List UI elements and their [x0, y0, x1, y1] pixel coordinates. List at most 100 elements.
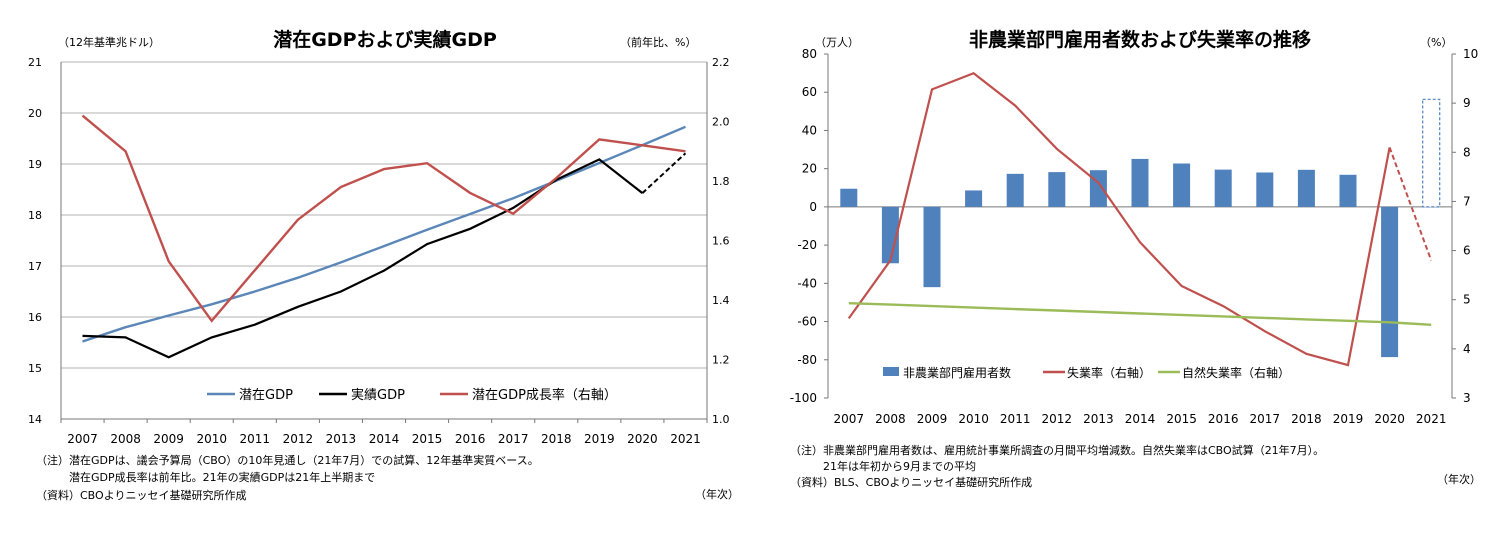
chart2-legend-swatch-bar: [883, 367, 899, 376]
chart1-left-tick-label: 16: [28, 311, 42, 324]
chart1-left-tick-label: 18: [28, 209, 42, 222]
chart1-x-tick-label: 2017: [498, 432, 529, 446]
chart1-x-tick-label: 2015: [412, 432, 443, 446]
chart1-note-2: 潜在GDP成長率は前年比。21年の実績GDPは21年上半期まで: [36, 471, 376, 484]
chart1-right-unit: （前年比、%）: [620, 35, 696, 49]
chart2-x-tick-label: 2009: [917, 412, 948, 426]
chart2-x-unit: （年次）: [1437, 472, 1481, 486]
chart1-left-tick-label: 21: [28, 56, 42, 69]
chart2-legend: 非農業部門雇用者数 失業率（右軸） 自然失業率（右軸）: [883, 365, 1290, 380]
chart2-right-tick-label: 4: [1463, 342, 1471, 356]
chart2-x-ticks: 2007 2008 2009 2010 2011 2012 2013 2014 2015 2016…: [834, 412, 1447, 426]
chart2-right-unit: （%）: [1420, 36, 1452, 49]
chart2-bars: [840, 98, 1441, 358]
chart2-bar-payrolls: [1089, 170, 1107, 207]
chart2-x-tick-label: 2011: [1000, 412, 1031, 426]
chart1-x-tick-label: 2014: [369, 432, 400, 446]
chart1-left-tick-label: 20: [28, 107, 42, 120]
chart1-left-tick-label: 19: [28, 158, 42, 171]
chart2-left-tick-label: -100: [790, 391, 817, 405]
chart1-x-tick-label: 2019: [584, 432, 615, 446]
chart2-left-tick-label: -40: [797, 276, 817, 290]
chart1-x-tick-label: 2021: [670, 432, 701, 446]
chart2-left-tick-label: 80: [802, 47, 817, 61]
chart2-left-tick-label: 60: [802, 85, 817, 99]
chart2-bar-payrolls: [923, 206, 941, 288]
chart2-legend-label: 自然失業率（右軸）: [1182, 365, 1290, 380]
chart2-x-tick-label: 2008: [875, 412, 906, 426]
chart1-x-unit: （年次）: [695, 487, 739, 501]
chart2-bar-payrolls: [1214, 169, 1232, 207]
chart1-series-potential-gdp: [82, 125, 686, 343]
chart2-bar-payrolls: [965, 190, 983, 207]
chart1-right-tick-label: 1.4: [712, 294, 730, 307]
chart1-right-tick-label: 2.0: [712, 116, 730, 129]
chart1-x-tick-label: 2009: [153, 432, 184, 446]
chart1-note-1: （注）潜在GDPは、議会予算局（CBO）の10年見通し（21年7月）での試算、1…: [36, 454, 539, 467]
chart2-left-tick-label: -60: [797, 315, 817, 329]
chart2-bar-payrolls: [1381, 206, 1399, 358]
chart2-title: 非農業部門雇用者数および失業率の推移: [969, 28, 1311, 51]
chart2-note-2: 21年は年初から9月までの平均: [790, 460, 976, 473]
chart1-x-tick-label: 2012: [283, 432, 314, 446]
chart1-x-tick-label: 2011: [240, 432, 271, 446]
chart1-right-tick-label: 1.2: [712, 354, 730, 367]
chart2-note-1: （注）非農業部門雇用者数は、雇用統計事業所調査の月間平均増減数。自然失業率はCB…: [790, 444, 1325, 457]
chart1-x-tick-label: 2007: [67, 432, 98, 446]
chart2-right-tick-label: 9: [1463, 96, 1471, 110]
chart2-series-natural-unemployment-rate: [848, 302, 1432, 326]
chart1-gridlines: [61, 61, 707, 369]
chart1-legend-label: 実績GDP: [351, 387, 405, 403]
chart2-x-tick-label: 2014: [1125, 412, 1156, 426]
chart2-bar-payrolls: [1339, 174, 1357, 207]
chart2-bar-payrolls: [840, 188, 858, 207]
chart1-axes: [60, 62, 708, 423]
chart1-x-tick-label: 2018: [541, 432, 572, 446]
chart1-title: 潜在GDPおよび実績GDP: [273, 28, 497, 51]
chart2-x-tick-label: 2017: [1250, 412, 1281, 426]
chart2-series-unemployment-rate: [847, 71, 1391, 367]
chart2-x-tick-label: 2020: [1374, 412, 1405, 426]
chart1-right-tick-label: 2.2: [712, 56, 730, 69]
chart1-x-ticks: 2007 2008 2009 2010 2011 2012 2013 2014 2015 2016…: [67, 432, 700, 446]
chart1-left-ticks: 14 15 16 17 18 19 20 21: [28, 56, 42, 426]
chart2-bar-payrolls: [1006, 173, 1024, 207]
chart1-note-3: （資料）CBOよりニッセイ基礎研究所作成: [36, 489, 247, 502]
chart2-bar-payrolls: [1256, 172, 1274, 207]
chart2-bar-payrolls: [1131, 158, 1149, 207]
chart1-right-ticks: 1.0 1.2 1.4 1.6 1.8 2.0 2.2: [712, 56, 730, 426]
chart2-x-tick-label: 2010: [958, 412, 989, 426]
chart1-series: [81, 114, 687, 359]
chart2-left-tick-label: -80: [797, 353, 817, 367]
chart2-series-unemployment-rate-estimate: [1388, 147, 1433, 261]
chart2-bar-payrolls: [1048, 172, 1066, 207]
chart2-legend-label: 非農業部門雇用者数: [903, 365, 1011, 380]
chart1-x-tick-label: 2008: [110, 432, 141, 446]
chart2-x-tick-label: 2013: [1083, 412, 1114, 426]
chart2-x-tick-label: 2016: [1208, 412, 1239, 426]
chart-payrolls-and-unemployment: 非農業部門雇用者数および失業率の推移 （万人） （%） 2007 2008 2009…: [790, 28, 1481, 486]
chart2-note-3: （資料）BLS、CBOよりニッセイ基礎研究所作成: [790, 476, 1033, 489]
chart2-x-tick-label: 2007: [834, 412, 865, 426]
chart1-legend-label: 潜在GDP成長率（右軸）: [472, 387, 617, 403]
chart2-legend-label: 失業率（右軸）: [1067, 365, 1151, 380]
chart2-right-ticks: 3 4 5 6 7 8 9 10: [1463, 47, 1478, 405]
chart1-x-tick-label: 2020: [627, 432, 658, 446]
chart2-left-tick-label: -20: [797, 238, 817, 252]
chart2-right-tick-label: 5: [1463, 293, 1471, 307]
chart2-bar-payrolls: [1422, 98, 1441, 208]
chart2-right-tick-label: 7: [1463, 194, 1471, 208]
chart2-right-tick-label: 3: [1463, 391, 1471, 405]
chart1-series-potential-growth: [81, 114, 686, 323]
chart1-right-tick-label: 1.0: [712, 413, 730, 426]
chart1-x-tick-label: 2013: [326, 432, 357, 446]
chart2-right-tick-label: 10: [1463, 47, 1478, 61]
chart1-left-tick-label: 17: [28, 260, 42, 273]
chart2-x-tick-label: 2019: [1333, 412, 1364, 426]
chart1-left-tick-label: 14: [28, 413, 42, 426]
chart2-bar-payrolls: [881, 206, 899, 264]
chart2-right-tick-label: 8: [1463, 145, 1471, 159]
chart2-left-tick-label: 20: [802, 162, 817, 176]
chart1-series-actual-gdp-estimate: [641, 152, 687, 194]
chart2-axes: [824, 53, 1456, 399]
